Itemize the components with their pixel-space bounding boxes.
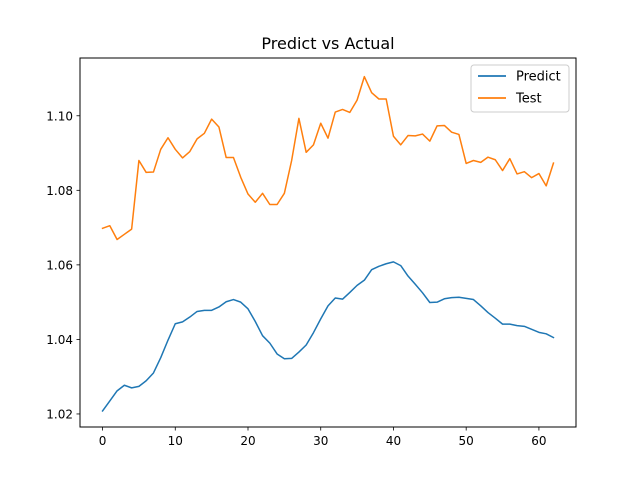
legend-label-test: Test <box>515 92 542 107</box>
x-tick-label: 60 <box>531 434 546 448</box>
y-tick-label: 1.04 <box>46 333 73 347</box>
series-line-predict <box>101 261 555 413</box>
chart-title: Predict vs Actual <box>261 34 394 53</box>
series-lines <box>101 75 555 413</box>
y-tick-label: 1.02 <box>46 407 73 421</box>
series-line-test <box>101 75 555 241</box>
legend-label-predict: Predict <box>516 70 561 85</box>
x-tick-label: 30 <box>313 434 328 448</box>
legend: Predict Test <box>470 64 570 113</box>
y-tick-label: 1.10 <box>46 109 73 123</box>
x-tick-label: 20 <box>240 434 255 448</box>
x-axis: 0 10 20 30 40 50 60 <box>99 427 547 448</box>
y-axis: 1.02 1.04 1.06 1.08 1.10 <box>46 109 80 421</box>
plot-frame <box>79 57 577 428</box>
y-tick-label: 1.06 <box>46 258 73 272</box>
x-tick-label: 0 <box>99 434 107 448</box>
x-tick-label: 10 <box>168 434 183 448</box>
x-tick-label: 50 <box>459 434 474 448</box>
y-tick-label: 1.08 <box>46 184 73 198</box>
x-tick-label: 40 <box>386 434 401 448</box>
